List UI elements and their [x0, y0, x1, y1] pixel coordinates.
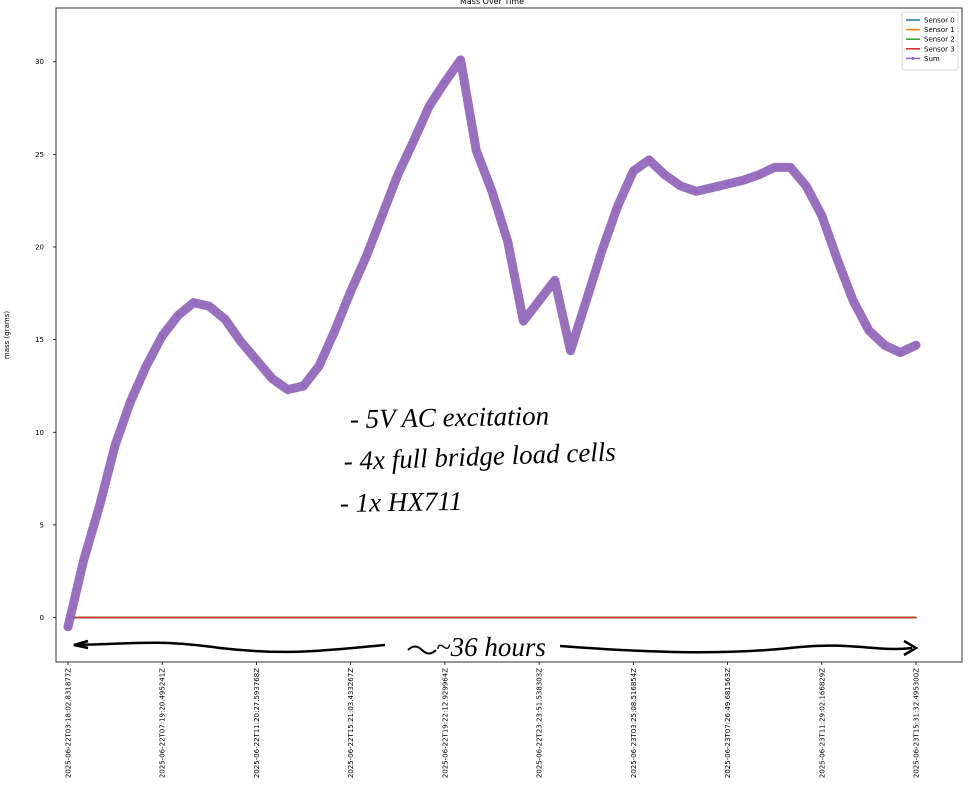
annotation: - 1x HX711: [340, 486, 463, 518]
data-point: [505, 239, 510, 244]
data-point: [662, 172, 667, 177]
data-point: [411, 139, 416, 144]
x-tick-label: 2025-06-22T03:18:02.831877Z: [65, 668, 73, 778]
chart-title: Mass Over Time: [460, 0, 524, 6]
data-point: [128, 398, 133, 403]
data-point: [175, 313, 180, 318]
data-point: [788, 165, 793, 170]
data-point: [317, 363, 322, 368]
y-tick-label: 5: [40, 521, 44, 529]
x-tick-label: 2025-06-22T19:22:12.929964Z: [441, 668, 449, 778]
data-point: [647, 157, 652, 162]
x-tick-label: 2025-06-23T15:31:32.495300Z: [913, 668, 921, 778]
data-line: [63, 55, 921, 632]
data-point: [882, 343, 887, 348]
data-point: [254, 358, 259, 363]
x-tick-label: 2025-06-23T11:29:02.166829Z: [818, 668, 826, 778]
data-point: [552, 278, 557, 283]
y-tick-label: 20: [35, 243, 44, 251]
y-tick-label: 25: [35, 151, 44, 159]
data-point: [599, 248, 604, 253]
tilde: [407, 645, 437, 655]
data-point: [160, 333, 165, 338]
data-point: [584, 298, 589, 303]
annotation: ~36 hours: [436, 632, 546, 662]
data-point: [568, 348, 573, 353]
x-tick-label: 2025-06-23T07:26:49.681563Z: [724, 668, 732, 778]
y-tick-label: 10: [35, 429, 44, 437]
data-point: [285, 387, 290, 392]
data-point: [474, 148, 479, 153]
data-point: [898, 350, 903, 355]
data-point: [301, 383, 306, 388]
data-point: [914, 343, 918, 348]
data-point: [709, 185, 714, 190]
data-point: [490, 189, 494, 194]
data-point: [631, 169, 636, 174]
data-point: [851, 298, 856, 303]
y-tick-label: 30: [35, 58, 44, 66]
data-point: [332, 328, 337, 333]
legend-label: Sum: [924, 55, 940, 63]
data-point: [191, 300, 196, 305]
data-point: [537, 298, 542, 303]
data-point: [772, 165, 777, 170]
legend-label: Sensor 1: [924, 26, 955, 34]
data-point: [364, 254, 369, 259]
duration-arrow: [73, 639, 919, 657]
data-point: [223, 317, 228, 322]
data-point: [81, 558, 86, 563]
data-point: [804, 183, 809, 188]
data-point: [395, 172, 400, 177]
data-point: [144, 363, 149, 368]
x-tick-label: 2025-06-22T23:23:51.538303Z: [536, 668, 544, 778]
data-point: [207, 304, 212, 309]
annotation: - 4x full bridge load cells: [343, 437, 616, 476]
data-point: [835, 257, 840, 262]
data-point: [113, 443, 118, 448]
y-axis-label: mass (grams): [3, 311, 11, 359]
x-tick-label: 2025-06-23T03:25:08.516854Z: [630, 668, 638, 778]
data-point: [442, 80, 447, 85]
data-point: [348, 289, 353, 294]
data-point: [866, 328, 871, 333]
plot-frame: [55, 7, 963, 663]
data-point: [678, 183, 683, 188]
annotation: - 5V AC excitation: [350, 401, 550, 434]
data-point: [97, 504, 102, 509]
legend-label: Sensor 0: [924, 17, 955, 25]
legend-box: [901, 11, 959, 71]
x-tick-label: 2025-06-22T07:19:20.495241Z: [159, 668, 167, 778]
data-point: [756, 172, 761, 177]
y-tick-label: 0: [40, 614, 44, 622]
data-point: [458, 57, 463, 62]
data-point: [694, 189, 699, 194]
legend-marker: [911, 56, 915, 60]
data-point: [615, 204, 620, 209]
legend-label: Sensor 3: [924, 45, 955, 53]
data-point: [819, 213, 824, 218]
data-point: [380, 213, 385, 218]
data-point: [270, 376, 275, 381]
data-point: [66, 624, 70, 629]
data-point: [741, 178, 746, 183]
data-point: [521, 319, 526, 324]
data-point: [238, 339, 243, 344]
data-point: [427, 104, 432, 109]
y-tick-label: 15: [35, 336, 44, 344]
x-tick-label: 2025-06-22T11:20:27.593768Z: [253, 668, 261, 778]
data-point: [725, 182, 730, 187]
x-tick-label: 2025-06-22T15:21:03.433267Z: [347, 668, 355, 778]
legend-label: Sensor 2: [924, 36, 955, 44]
